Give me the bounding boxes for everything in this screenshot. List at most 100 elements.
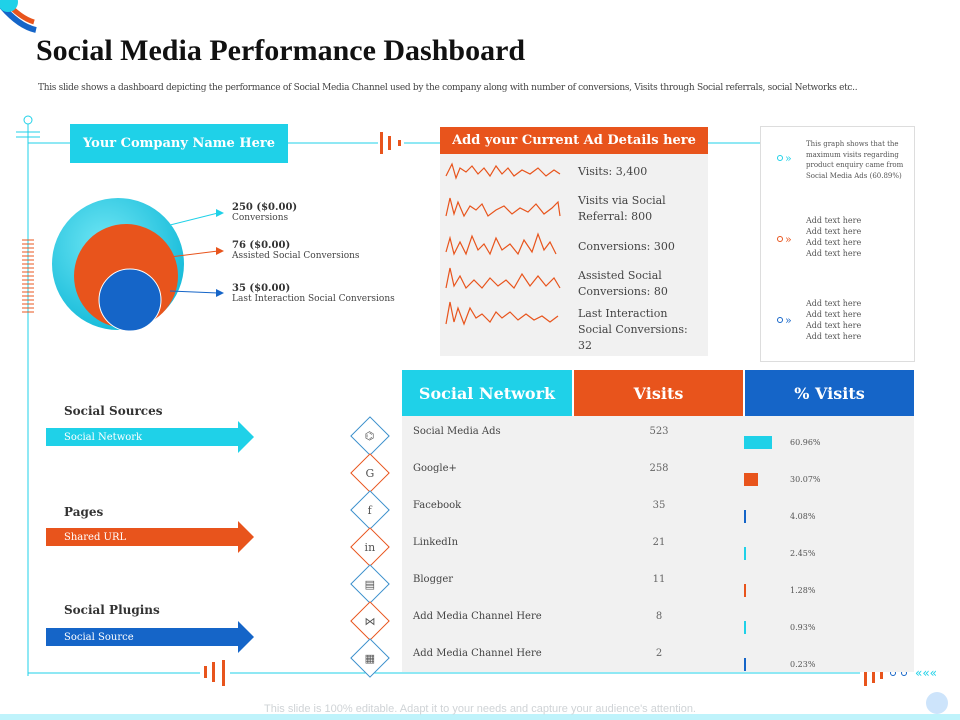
note-line: Add text here [806,321,862,330]
icon-glyph: ⋈ [364,614,376,628]
svg-text:»: » [785,152,792,165]
row-network-name: Facebook [413,500,462,511]
pct-visits-label: 60.96% [790,438,821,447]
icon-glyph: G [365,466,375,480]
conversion-label: Last Interaction Social Conversions [232,294,395,304]
frame-lines: ««« [16,115,937,686]
row-network-name: Add Media Channel Here [413,648,542,659]
decor-circle [926,692,948,714]
note-line: Add text here [806,249,862,258]
pct-visits-label: 30.07% [790,475,821,484]
sparkline-assisted [445,267,561,290]
icon-glyph: f [367,503,373,517]
pct-visits-bar [744,621,746,634]
ad-item-line: Referral: 800 [578,210,653,223]
graph-note: This graph shows that the maximum visits… [806,140,904,180]
arrow-right-icon [238,521,254,553]
pct-visits-label: 4.08% [790,512,816,521]
header-social-network: Social Network [402,370,572,416]
pct-visits-bar [744,658,746,671]
row-network-name: Add Media Channel Here [413,611,542,622]
row-visits: 258 [649,463,669,474]
icon-glyph: ▦ [364,651,376,665]
conversion-value: 76 ($0.00) [232,240,291,251]
header-pct-visits: % Visits [745,370,914,416]
note-line: Add text here [806,216,862,225]
ad-item-assisted: Assisted Social Conversions: 80 [578,268,706,300]
conversion-3: 35 ($0.00) Last Interaction Social Conve… [232,283,395,304]
svg-text:«««: ««« [915,666,937,680]
row-network-name: Google+ [413,463,457,474]
conversion-label: Conversions [232,213,289,223]
icon-glyph: in [364,540,376,554]
table-body [402,416,914,672]
page-title: Social Media Performance Dashboard [36,34,526,67]
last-interaction-circle [98,268,162,332]
ad-item-conversions: Conversions: 300 [578,239,706,255]
pct-visits-bar [744,584,746,597]
conversion-pointers [170,209,224,297]
ad-item-last-interaction: Last Interaction Social Conversions: 32 [578,306,706,354]
ad-item-line: 32 [578,339,592,352]
social-network-band: Social Network [46,428,238,446]
note-line: Add text here [806,310,862,319]
row-visits: 523 [649,426,669,437]
footer-strip [0,714,960,720]
row-visits: 35 [652,500,666,511]
pct-visits-bar [744,436,772,449]
pages-title: Pages [64,505,104,519]
row-network-name: Social Media Ads [413,426,501,437]
sparklines [445,162,561,326]
note-line: Add text here [806,332,862,341]
conversion-value: 250 ($0.00) [232,202,298,213]
page-subtitle: This slide shows a dashboard depicting t… [38,83,858,93]
ad-details-panel [440,154,708,356]
ad-item-line: Last Interaction [578,307,668,320]
note-block-3: Add text here Add text here Add text her… [806,298,861,342]
ad-item-line: Conversions: 80 [578,285,668,298]
social-source-band: Social Source [46,628,238,646]
sparkline-last-interaction [445,301,559,326]
note-line: Add text here [806,227,862,236]
pct-visits-bar [744,510,746,523]
sparkline-conversions [445,232,557,256]
ad-item-visits: Visits: 3,400 [578,164,706,180]
ad-item-line: Visits: 3,400 [578,165,648,178]
ad-item-line: Conversions: 300 [578,240,675,253]
row-network-name: Blogger [413,574,454,585]
corner-decoration [0,0,37,33]
pct-visits-label: 0.93% [790,623,816,632]
conversions-circles [52,198,184,332]
social-plugins-title: Social Plugins [64,603,160,617]
conversion-1: 250 ($0.00) Conversions [232,202,297,223]
footer-text: This slide is 100% editable. Adapt it to… [264,703,696,715]
note-line: Add text here [806,238,862,247]
arrow-right-icon [238,621,254,653]
conversion-2: 76 ($0.00) Assisted Social Conversions [232,240,360,261]
pct-visits-label: 0.23% [790,660,816,669]
pct-visits-bar [744,547,746,560]
row-network-name: LinkedIn [413,537,459,548]
pct-visits-label: 2.45% [790,549,816,558]
notes-panel [760,126,915,362]
row-visits: 11 [652,574,666,585]
ad-item-line: Social Conversions: [578,323,688,336]
ad-item-line: Visits via Social [578,194,666,207]
sparkline-visits [445,162,561,180]
pct-visits-bar [744,473,758,486]
icon-glyph: ⌬ [365,429,375,443]
svg-text:»: » [785,314,792,327]
conversion-label: Assisted Social Conversions [232,251,360,261]
company-name-box: Your Company Name Here [70,124,288,163]
icon-glyph: ▤ [364,577,376,591]
svg-text:»: » [785,233,792,246]
social-sources-title: Social Sources [64,404,163,418]
header-visits: Visits [574,370,743,416]
row-visits: 21 [652,537,666,548]
arrow-right-icon [238,421,254,453]
ad-details-header: Add your Current Ad Details here [440,127,708,154]
note-bullets: » » » [777,152,792,327]
ad-item-line: Assisted Social [578,269,662,282]
conversion-value: 35 ($0.00) [232,283,291,294]
ad-item-referral: Visits via Social Referral: 800 [578,193,706,225]
